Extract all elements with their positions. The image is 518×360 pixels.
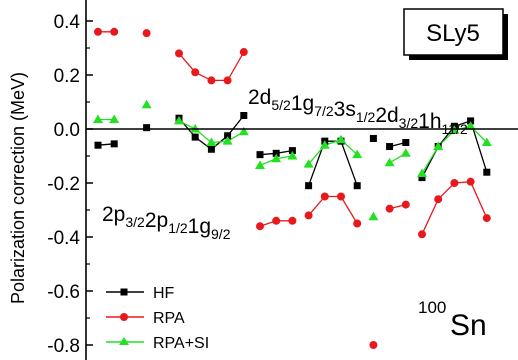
series-line-rpa [421,181,488,235]
data-point-rpa-si [141,99,152,109]
data-point-rpa-si [352,149,363,159]
y-axis-title: Polarization correction (MeV) [8,72,28,304]
data-point-hf [483,168,491,176]
data-point-rpa-si [206,137,217,146]
legend-marker-rpa [120,313,128,321]
data-point-rpa-si [481,137,492,146]
data-point-rpa-si [174,115,184,125]
data-point-rpa-si [400,148,411,157]
legend-label-rpa: RPA [153,310,185,327]
data-point-rpa [418,230,426,239]
legend-marker-rpa-si [119,337,129,345]
y-tick-label: -0.4 [47,228,80,249]
data-point-rpa-si [417,168,427,178]
data-point-rpa [482,214,491,223]
nucleus-label: 100 Sn [418,298,487,342]
data-point-rpa [385,204,394,213]
model-tag-label: SLy5 [426,20,480,47]
data-point-rpa-si [109,114,120,124]
series-line-rpa [308,195,358,224]
data-point-rpa-si [368,211,379,221]
data-point-hf [353,182,361,190]
data-point-hf [386,143,394,151]
data-point-rpa-si [222,136,233,145]
data-point-hf [191,133,199,141]
nucleus-mass-number: 100 [418,298,446,317]
data-point-rpa [434,195,443,204]
data-point-hf [240,112,248,119]
data-point-hf [272,149,280,157]
y-tick-label: -0.6 [47,282,80,303]
nucleus-symbol: Sn [450,309,487,342]
data-point-rpa [369,341,378,349]
data-point-rpa [142,29,151,38]
data-point-hf [402,139,410,146]
data-point-rpa [239,48,248,57]
legend-label-hf: HF [153,285,175,302]
data-point-rpa-si [93,114,103,124]
data-point-rpa [94,27,102,36]
data-point-rpa [337,192,345,201]
data-point-rpa-si [336,134,346,144]
data-point-rpa [256,222,264,231]
series-line-hf [307,140,358,186]
data-point-rpa-si [287,151,298,160]
data-point-rpa [401,200,410,209]
data-point-rpa [320,192,329,201]
data-point-rpa [450,179,459,187]
data-point-hf [143,124,151,132]
y-tick-label: 0.4 [54,12,81,33]
y-tick-label: 0.2 [54,66,80,87]
y-tick-label: 0.0 [54,120,80,141]
data-point-rpa [272,216,281,225]
data-point-hf [305,182,313,190]
data-point-rpa [175,49,183,58]
data-point-rpa-si [384,157,395,167]
model-tag: SLy5 [403,8,508,60]
data-point-rpa [288,216,297,225]
data-point-rpa [110,27,119,36]
data-point-rpa [223,76,232,85]
series-lines [97,31,488,235]
data-point-rpa-si [433,141,444,151]
data-point-rpa [191,68,200,77]
data-point-hf [224,132,232,140]
data-point-hf [288,147,296,155]
series-line-rpa-si [308,139,358,165]
legend-label-rpa-si: RPA+SI [153,335,209,352]
data-point-rpa-si [319,140,330,149]
orbital-label-lower: 2p3/22p1/21g9/2 [102,203,231,242]
data-point-rpa [466,177,475,186]
data-point-rpa-si [271,153,282,163]
series-line-rpa [178,51,245,82]
data-point-hf [207,145,215,153]
y-tick-label: -0.2 [47,174,80,195]
data-point-hf [418,174,426,182]
data-point-hf [110,140,118,148]
series-markers [93,27,492,349]
legend-marker-hf [120,288,128,296]
data-point-rpa-si [465,121,476,130]
data-point-hf [94,141,102,149]
data-point-rpa [353,219,362,228]
y-tick-label: -0.8 [47,336,80,357]
y-axis: 0.4 0.2 0.0 -0.2 -0.4 -0.6 -0.8 [47,0,518,360]
data-point-hf [467,117,475,125]
data-point-rpa-si [238,126,249,136]
legend: HF RPA RPA+SI [106,285,209,352]
data-point-rpa [304,211,313,220]
data-point-rpa-si [255,160,265,169]
orbital-label-upper: 2d5/21g7/23s1/22d3/21h11/2 [248,86,468,137]
data-point-hf [256,151,264,159]
data-point-rpa-si [303,159,314,168]
data-point-hf [369,134,377,142]
data-point-rpa [207,76,216,85]
